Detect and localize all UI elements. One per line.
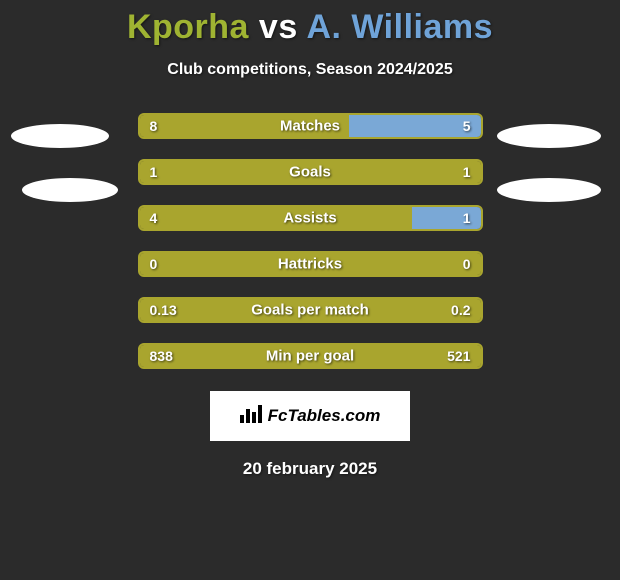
stat-row: 4 Assists 1 bbox=[138, 205, 483, 231]
stat-row: 838 Min per goal 521 bbox=[138, 343, 483, 369]
stat-value-left: 1 bbox=[150, 164, 158, 180]
fctables-logo[interactable]: FcTables.com bbox=[210, 391, 410, 441]
stats-rows: 8 Matches 5 1 Goals 1 4 Assists 1 0 Hattricks 0 0.13… bbox=[138, 113, 483, 369]
stat-label: Matches bbox=[280, 118, 340, 135]
subtitle: Club competitions, Season 2024/2025 bbox=[0, 61, 620, 79]
stat-value-left: 0 bbox=[150, 256, 158, 272]
stat-row: 0 Hattricks 0 bbox=[138, 251, 483, 277]
stat-label: Min per goal bbox=[266, 348, 354, 365]
stat-bar-left bbox=[140, 207, 413, 229]
stat-value-right: 0 bbox=[463, 256, 471, 272]
stat-row: 8 Matches 5 bbox=[138, 113, 483, 139]
stat-label: Goals bbox=[289, 164, 331, 181]
date-text: 20 february 2025 bbox=[0, 459, 620, 479]
stat-value-right: 1 bbox=[463, 210, 471, 226]
stat-value-right: 521 bbox=[447, 348, 470, 364]
player-right: A. Williams bbox=[306, 8, 493, 46]
title-vs: vs bbox=[259, 8, 298, 46]
stat-value-left: 8 bbox=[150, 118, 158, 134]
stat-value-left: 0.13 bbox=[150, 302, 177, 318]
stat-value-right: 1 bbox=[463, 164, 471, 180]
stat-label: Assists bbox=[283, 210, 336, 227]
stat-value-right: 0.2 bbox=[451, 302, 470, 318]
stat-row: 1 Goals 1 bbox=[138, 159, 483, 185]
decoration-oval bbox=[497, 124, 601, 148]
stat-value-left: 4 bbox=[150, 210, 158, 226]
bars-icon bbox=[240, 405, 262, 428]
decoration-oval bbox=[22, 178, 118, 202]
stat-row: 0.13 Goals per match 0.2 bbox=[138, 297, 483, 323]
stat-value-right: 5 bbox=[463, 118, 471, 134]
stat-label: Hattricks bbox=[278, 256, 342, 273]
player-left: Kporha bbox=[127, 8, 249, 46]
decoration-oval bbox=[11, 124, 109, 148]
stat-label: Goals per match bbox=[251, 302, 369, 319]
stat-value-left: 838 bbox=[150, 348, 173, 364]
stat-bar-right bbox=[349, 115, 480, 137]
logo-text: FcTables.com bbox=[268, 406, 381, 426]
decoration-oval bbox=[497, 178, 601, 202]
comparison-title: Kporha vs A. Williams bbox=[0, 0, 620, 47]
